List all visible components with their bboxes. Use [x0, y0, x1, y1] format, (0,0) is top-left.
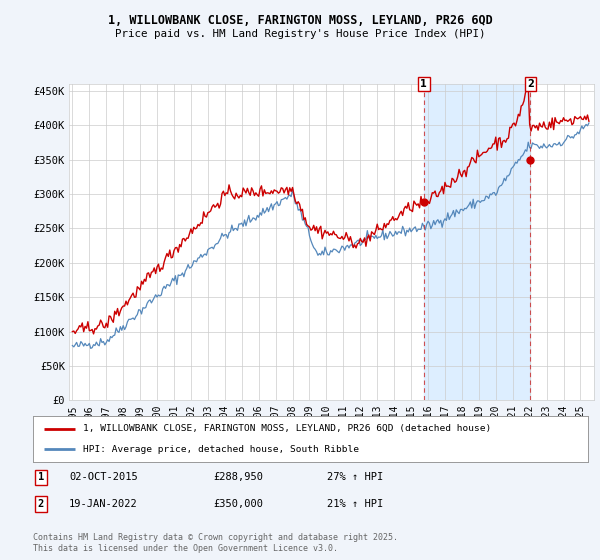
Text: 19-JAN-2022: 19-JAN-2022 — [69, 499, 138, 509]
Text: £350,000: £350,000 — [213, 499, 263, 509]
Text: 1, WILLOWBANK CLOSE, FARINGTON MOSS, LEYLAND, PR26 6QD: 1, WILLOWBANK CLOSE, FARINGTON MOSS, LEY… — [107, 14, 493, 27]
Text: 27% ↑ HPI: 27% ↑ HPI — [327, 472, 383, 482]
Text: 2: 2 — [527, 79, 534, 89]
Text: 2: 2 — [38, 499, 44, 509]
Text: 02-OCT-2015: 02-OCT-2015 — [69, 472, 138, 482]
Text: Price paid vs. HM Land Registry's House Price Index (HPI): Price paid vs. HM Land Registry's House … — [115, 29, 485, 39]
Text: 1, WILLOWBANK CLOSE, FARINGTON MOSS, LEYLAND, PR26 6QD (detached house): 1, WILLOWBANK CLOSE, FARINGTON MOSS, LEY… — [83, 424, 491, 433]
Text: 1: 1 — [38, 472, 44, 482]
Text: HPI: Average price, detached house, South Ribble: HPI: Average price, detached house, Sout… — [83, 445, 359, 454]
Bar — [424, 84, 530, 400]
Text: 1: 1 — [421, 79, 427, 89]
Text: Contains HM Land Registry data © Crown copyright and database right 2025.
This d: Contains HM Land Registry data © Crown c… — [33, 533, 398, 553]
Text: 21% ↑ HPI: 21% ↑ HPI — [327, 499, 383, 509]
Text: £288,950: £288,950 — [213, 472, 263, 482]
